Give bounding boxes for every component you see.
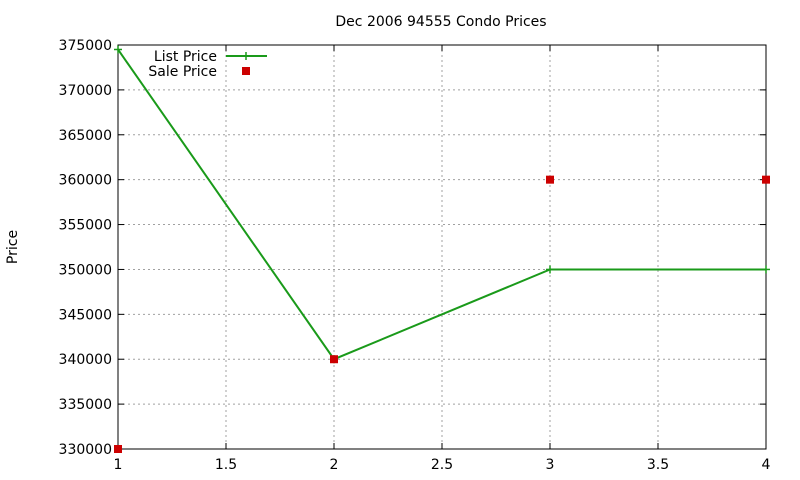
y-tick-label: 370000	[59, 83, 112, 99]
x-tick-label: 3	[546, 457, 555, 473]
y-tick-label: 340000	[59, 352, 112, 368]
data-point-sale-price	[546, 175, 554, 184]
legend-label: List Price	[154, 49, 217, 65]
series-line-list-price	[117, 48, 766, 361]
data-point-sale-price	[762, 175, 770, 184]
grid	[118, 45, 766, 449]
legend-marker-plus	[242, 52, 250, 60]
legend-marker-square	[242, 67, 250, 75]
series-layer	[114, 45, 770, 453]
y-tick-label: 335000	[59, 397, 112, 413]
y-tick-label: 350000	[59, 262, 112, 278]
y-tick-label: 330000	[59, 442, 112, 458]
x-tick-label: 3.5	[647, 457, 669, 473]
data-point-list-price	[762, 265, 770, 274]
x-tick-label: 4	[762, 457, 771, 473]
data-point-sale-price	[330, 355, 338, 364]
x-tick-label: 2	[330, 457, 339, 473]
y-axis-label: Price	[5, 230, 21, 264]
axis-ticks: 1 1.5 2 2.5 3 3.5 4 330000 335000 340000 345000 350…	[59, 38, 771, 473]
y-tick-label: 345000	[59, 307, 112, 323]
legend-label: Sale Price	[148, 64, 217, 80]
x-tick-label: 2.5	[431, 457, 453, 473]
data-point-list-price	[546, 265, 554, 274]
y-tick-label: 375000	[59, 38, 112, 54]
y-tick-label: 365000	[59, 128, 112, 144]
data-point-list-price	[114, 45, 122, 54]
y-tick-label: 355000	[59, 218, 112, 234]
y-tick-label: 360000	[59, 173, 112, 189]
x-tick-label: 1	[114, 457, 123, 473]
x-tick-label: 1.5	[215, 457, 237, 473]
chart-title: Dec 2006 94555 Condo Prices	[335, 14, 546, 30]
data-point-sale-price	[114, 445, 122, 453]
